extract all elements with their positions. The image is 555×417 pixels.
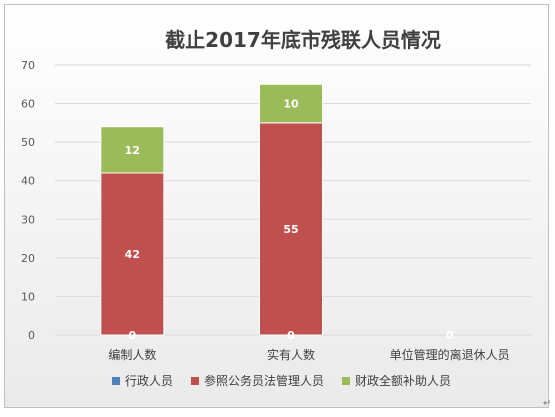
bar-segment: [100, 172, 165, 336]
legend-label: 行政人员: [125, 374, 173, 388]
x-tick-label: 编制人数: [108, 347, 156, 362]
stacked-bar-chart: 截止2017年底市残联人员情况 0 10 20 30 40 50 60 70 0 42 12 编制人数 0…: [21, 28, 531, 388]
bar-segment: [259, 83, 323, 124]
x-tick-label: 单位管理的离退休人员: [390, 347, 510, 362]
data-label: 0: [446, 329, 454, 342]
legend-swatch: [342, 377, 350, 385]
data-label: 10: [283, 98, 299, 111]
data-label: 0: [287, 329, 295, 342]
bar-segment: [259, 122, 323, 336]
paragraph-mark: ↵: [543, 398, 552, 409]
legend-label: 参照公务员法管理人员: [204, 373, 324, 388]
legend-label: 财政全额补助人员: [355, 373, 451, 388]
y-tick-label: 10: [21, 290, 35, 303]
y-tick-label: 50: [21, 136, 35, 149]
chart-frame: 截止2017年底市残联人员情况 0 10 20 30 40 50 60 70 0 42 12 编制人数 0…: [4, 4, 549, 408]
y-tick-label: 20: [21, 252, 35, 265]
data-label: 12: [125, 144, 140, 157]
y-tick-label: 70: [21, 59, 35, 72]
legend-swatch: [191, 377, 199, 385]
chart-title: 截止2017年底市残联人员情况: [165, 28, 441, 52]
y-tick-label: 60: [21, 98, 35, 111]
y-tick-label: 0: [28, 329, 35, 342]
y-tick-label: 30: [21, 213, 35, 226]
bar-segment: [100, 126, 165, 174]
data-label: 42: [125, 248, 140, 261]
x-tick-label: 实有人数: [267, 347, 315, 362]
y-tick-label: 40: [21, 175, 35, 188]
legend-swatch: [112, 377, 120, 385]
data-label: 0: [129, 329, 137, 342]
data-label: 55: [283, 223, 298, 236]
